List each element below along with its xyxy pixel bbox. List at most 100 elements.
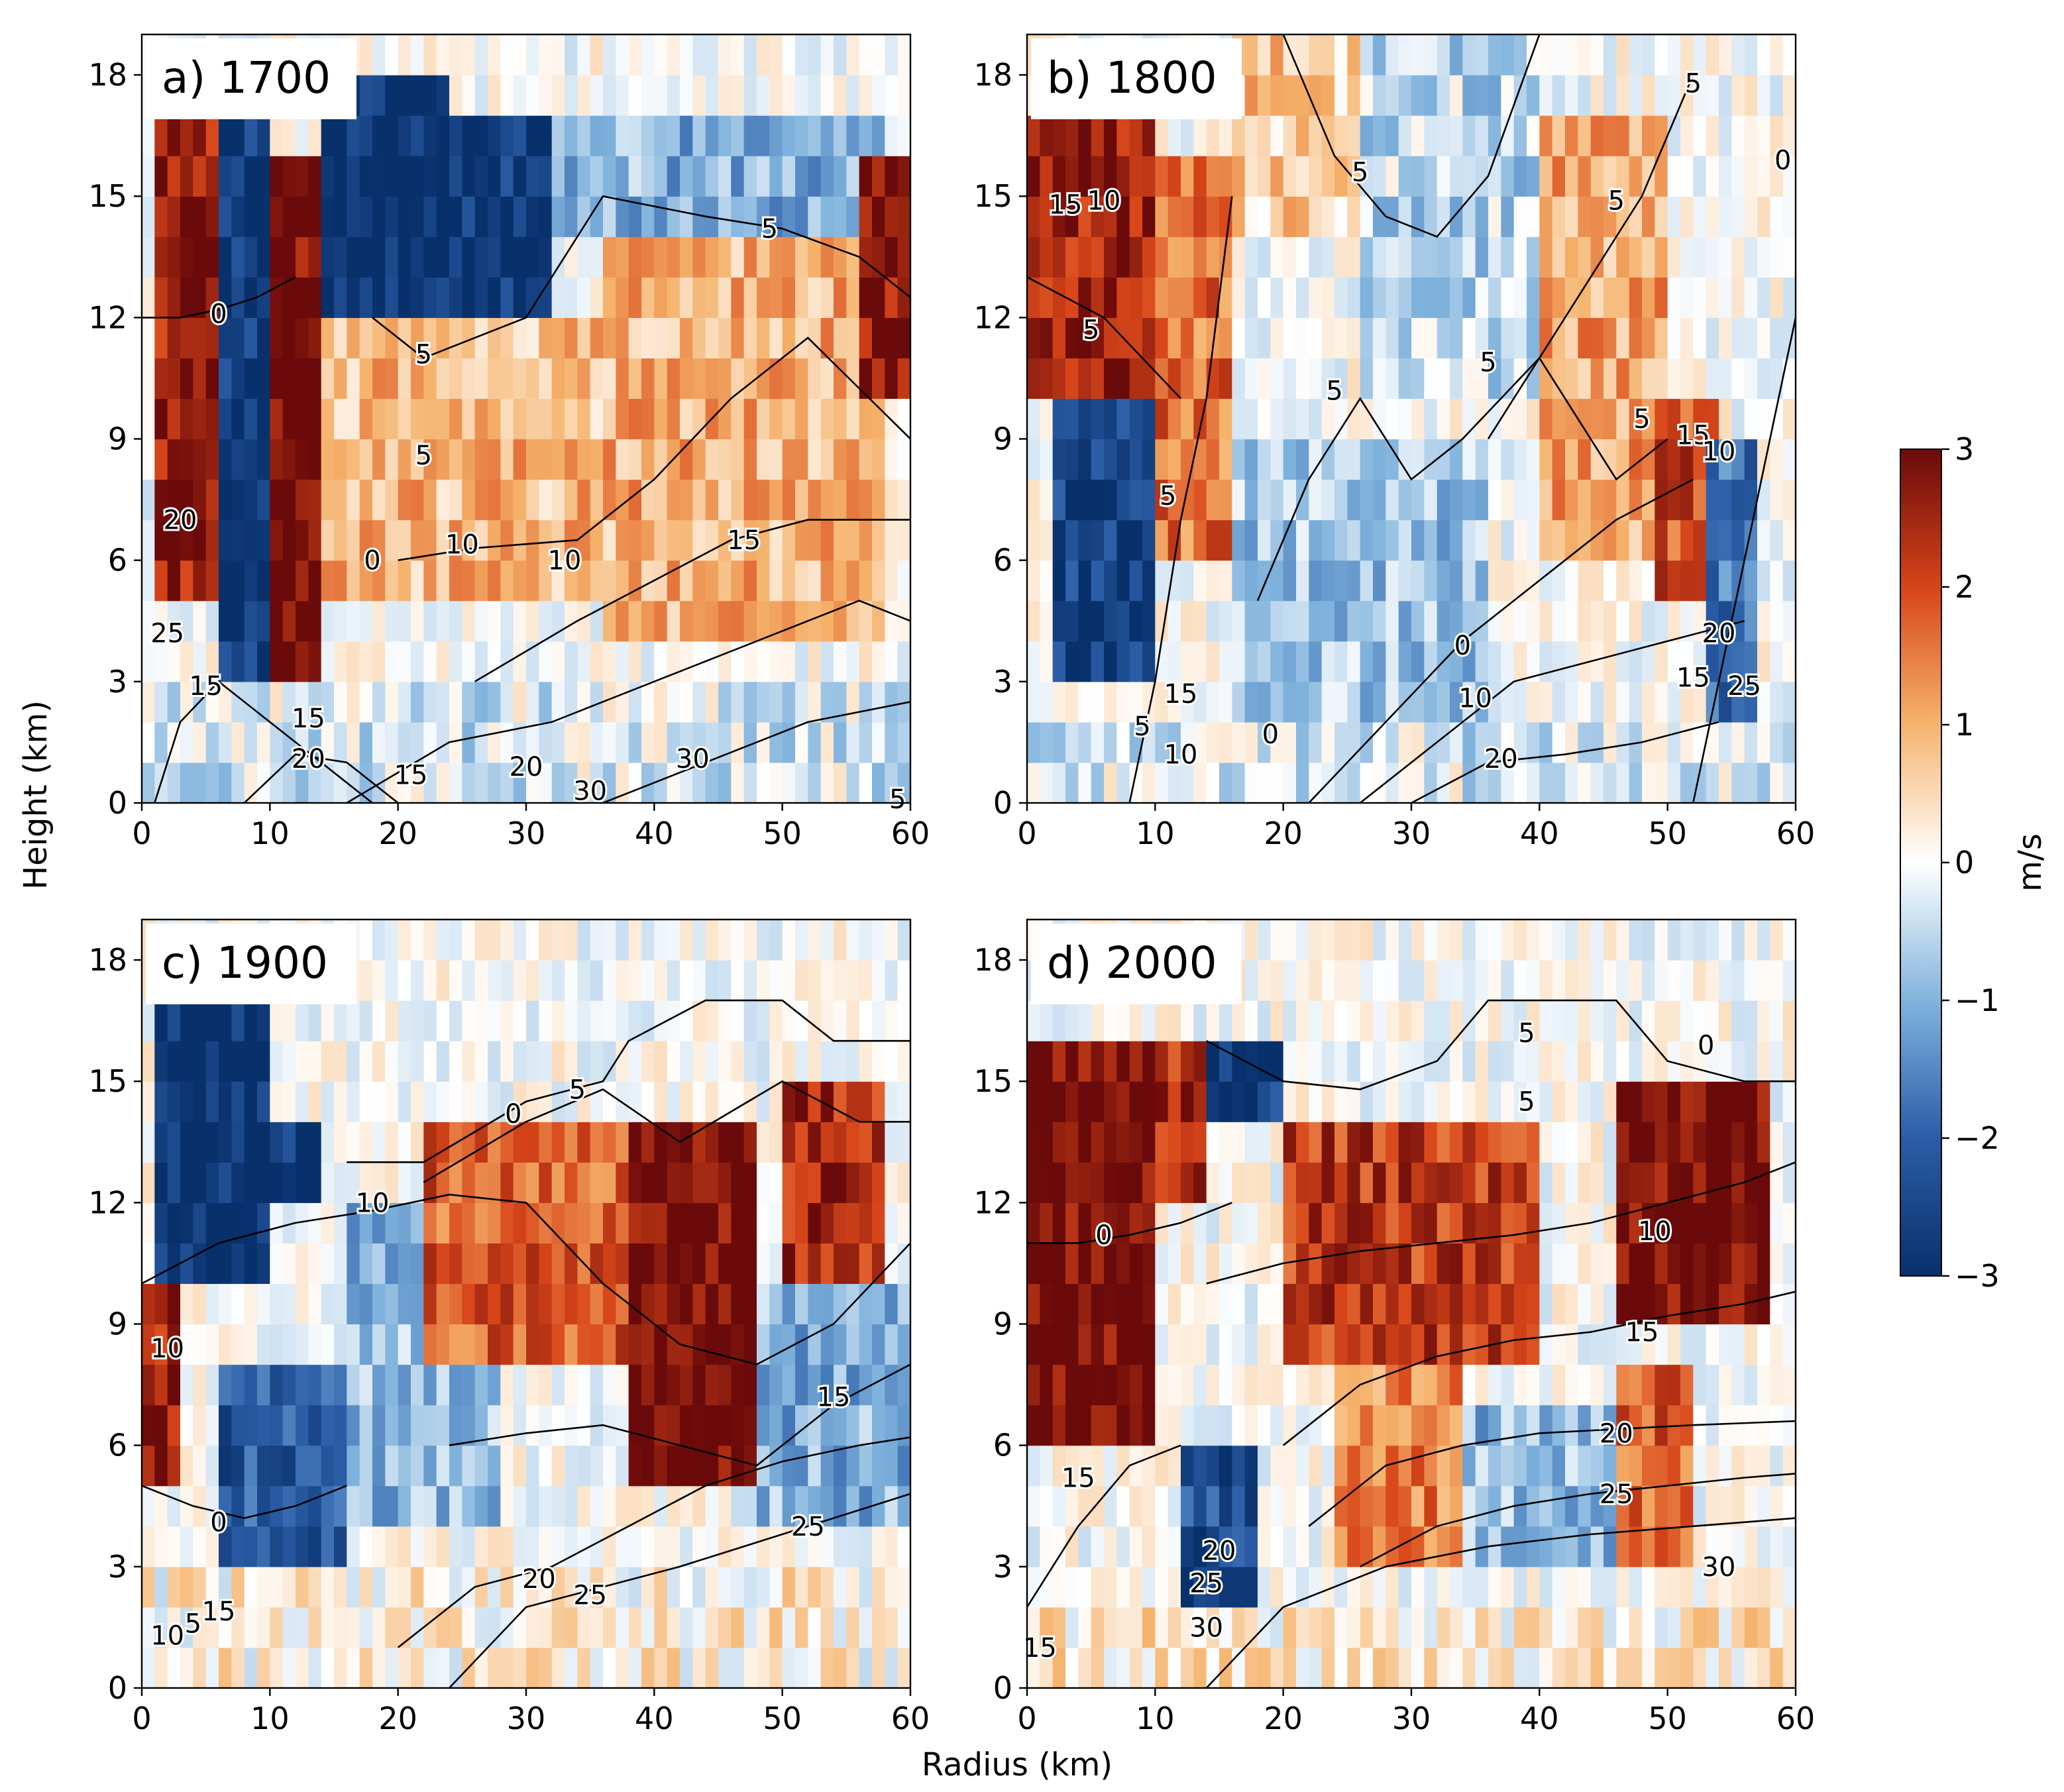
heatmap-cell — [1398, 196, 1412, 237]
heatmap-cell — [628, 641, 642, 682]
heatmap-cell — [1603, 1445, 1617, 1487]
heatmap-cell — [526, 1000, 539, 1041]
heatmap-cell — [1411, 1243, 1425, 1285]
heatmap-cell — [154, 115, 168, 156]
heatmap-cell — [1347, 641, 1361, 682]
heatmap-cell — [808, 34, 822, 76]
heatmap-cell — [641, 317, 655, 359]
heatmap-cell — [423, 1404, 437, 1446]
contour-line — [142, 276, 296, 319]
heatmap-cell — [1578, 721, 1592, 763]
heatmap-cell — [1552, 1041, 1566, 1082]
heatmap-cell — [1129, 600, 1143, 642]
heatmap-cell — [1052, 358, 1066, 399]
heatmap-cell — [1565, 1647, 1578, 1688]
heatmap-cell — [1578, 960, 1592, 1001]
heatmap-cell — [270, 1404, 284, 1446]
heatmap-cell — [244, 317, 258, 359]
heatmap-cell — [680, 115, 693, 156]
heatmap-cell — [846, 1122, 860, 1163]
heatmap-cell — [1091, 762, 1105, 803]
heatmap-cell — [1373, 1041, 1386, 1082]
heatmap-cell — [603, 920, 616, 961]
heatmap-cell — [270, 600, 284, 642]
heatmap-cell — [1116, 1404, 1130, 1446]
heatmap-cell — [1437, 1122, 1450, 1163]
heatmap-cell — [385, 519, 399, 561]
heatmap-cell — [1757, 1202, 1770, 1244]
heatmap-cell — [1193, 1243, 1207, 1285]
heatmap-cell — [565, 1162, 578, 1203]
x-tick-label: 40 — [1520, 1701, 1559, 1736]
heatmap-cell — [398, 1162, 411, 1203]
heatmap-cell — [296, 237, 309, 278]
heatmap-cell — [372, 479, 386, 521]
heatmap-cell — [1142, 1081, 1156, 1122]
heatmap-cell — [1450, 1485, 1463, 1527]
heatmap-cell — [308, 156, 322, 197]
heatmap-cell — [1424, 1324, 1438, 1365]
heatmap-cell — [270, 1202, 284, 1244]
contour-label: 5 — [1083, 315, 1099, 346]
heatmap-cell — [616, 641, 629, 682]
heatmap-cell — [167, 1445, 181, 1487]
heatmap-cell — [795, 1324, 808, 1365]
heatmap-cell — [1578, 1162, 1592, 1203]
y-tick-label: 12 — [88, 299, 127, 335]
panel-title-box — [146, 38, 356, 119]
heatmap-cell — [616, 439, 629, 480]
y-tick-label: 12 — [973, 299, 1012, 335]
heatmap-cell — [334, 560, 347, 602]
heatmap-cell — [1642, 1000, 1655, 1041]
heatmap-cell — [795, 1081, 808, 1122]
heatmap-cell — [321, 358, 335, 399]
heatmap-cell — [1270, 1364, 1284, 1406]
heatmap-cell — [1040, 681, 1054, 723]
heatmap-cell — [1142, 317, 1156, 359]
heatmap-cell — [372, 681, 386, 723]
heatmap-cell — [270, 1243, 284, 1285]
heatmap-cell — [1104, 600, 1117, 642]
heatmap-cell — [782, 1566, 796, 1608]
contour-label: 0 — [1262, 719, 1279, 750]
heatmap-cell — [1642, 560, 1655, 602]
heatmap-cell — [1513, 641, 1527, 682]
heatmap-cell — [808, 358, 822, 399]
heatmap-cell — [1513, 960, 1527, 1001]
heatmap-cell — [551, 721, 565, 763]
heatmap-cell — [205, 1000, 219, 1041]
heatmap-cell — [1104, 398, 1117, 440]
heatmap-cell — [1411, 479, 1425, 521]
heatmap-cell — [731, 115, 745, 156]
heatmap-cell — [436, 156, 450, 197]
heatmap-cell — [1578, 1404, 1592, 1446]
heatmap-cell — [142, 560, 155, 602]
heatmap-cell — [757, 1162, 770, 1203]
heatmap-cell — [1052, 1243, 1066, 1285]
heatmap-cell — [449, 1283, 462, 1325]
heatmap-cell — [372, 1081, 386, 1122]
heatmap-cell — [718, 1526, 732, 1567]
heatmap-cell — [1283, 1162, 1297, 1203]
heatmap-cell — [1116, 1041, 1130, 1082]
heatmap-cell — [705, 1607, 719, 1648]
heatmap-cell — [834, 762, 847, 803]
heatmap-cell — [1424, 1122, 1438, 1163]
heatmap-cell — [1706, 1243, 1719, 1285]
heatmap-cell — [1309, 479, 1323, 521]
heatmap-cell — [551, 1000, 565, 1041]
heatmap-cell — [897, 560, 910, 602]
heatmap-cell — [1373, 1404, 1386, 1446]
heatmap-cell — [590, 196, 604, 237]
heatmap-cell — [1040, 1647, 1054, 1688]
heatmap-cell — [1283, 1647, 1297, 1688]
heatmap-cell — [1309, 1647, 1323, 1688]
heatmap-cell — [1321, 920, 1335, 961]
heatmap-cell — [1052, 1647, 1066, 1688]
heatmap-cell — [1706, 1000, 1719, 1041]
heatmap-cell — [1527, 1445, 1540, 1487]
heatmap-cell — [590, 317, 604, 359]
heatmap-cell — [1258, 196, 1271, 237]
heatmap-cell — [1488, 1122, 1501, 1163]
